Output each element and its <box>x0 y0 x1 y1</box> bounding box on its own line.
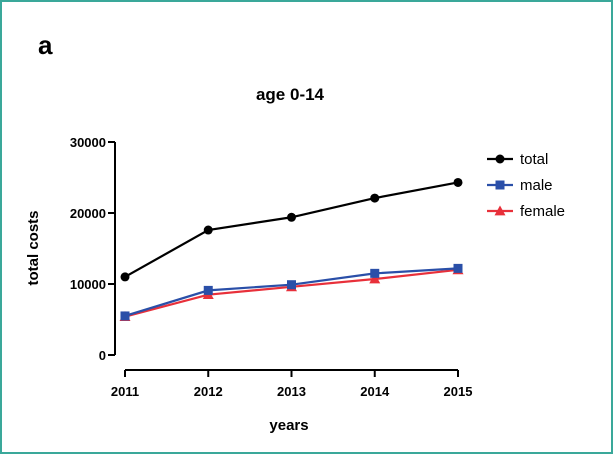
legend-item-male: male <box>487 177 553 194</box>
legend-marker <box>494 205 506 216</box>
legend-item-total: total <box>487 151 548 168</box>
series-total <box>120 177 463 282</box>
series-female <box>119 264 464 322</box>
y-tick-label: 0 <box>99 348 106 363</box>
series-male <box>120 263 463 321</box>
legend-marker <box>495 154 505 164</box>
legend-label: male <box>520 177 553 194</box>
x-tick-label: 2013 <box>277 384 306 399</box>
x-tick-label: 2012 <box>194 384 223 399</box>
data-point-total <box>370 193 380 203</box>
legend-label: female <box>520 203 565 220</box>
y-axis-label: total costs <box>25 210 42 285</box>
x-axis-label: years <box>269 417 308 434</box>
data-point-male <box>453 263 463 273</box>
legend-item-female: female <box>487 203 565 220</box>
x-tick-label: 2011 <box>111 384 139 399</box>
series-line-female <box>124 268 459 318</box>
data-point-total <box>120 272 130 282</box>
y-tick-label: 30000 <box>70 135 106 150</box>
x-tick-label: 2015 <box>444 384 473 399</box>
data-point-male <box>120 311 130 321</box>
x-tick-label: 2014 <box>360 384 390 399</box>
data-point-male <box>287 280 296 290</box>
chart-title: age 0-14 <box>256 85 325 104</box>
data-point-total <box>453 177 463 187</box>
y-tick-label: 10000 <box>70 277 106 292</box>
panel-label: a <box>38 30 53 60</box>
data-point-male <box>203 285 213 295</box>
data-point-total <box>287 212 296 222</box>
data-point-female <box>369 273 381 284</box>
legend-label: total <box>520 151 548 168</box>
data-point-total <box>203 225 213 235</box>
data-point-male <box>370 268 380 278</box>
series-line-total <box>124 181 459 278</box>
y-tick-label: 20000 <box>70 206 106 221</box>
legend-marker <box>495 180 505 190</box>
